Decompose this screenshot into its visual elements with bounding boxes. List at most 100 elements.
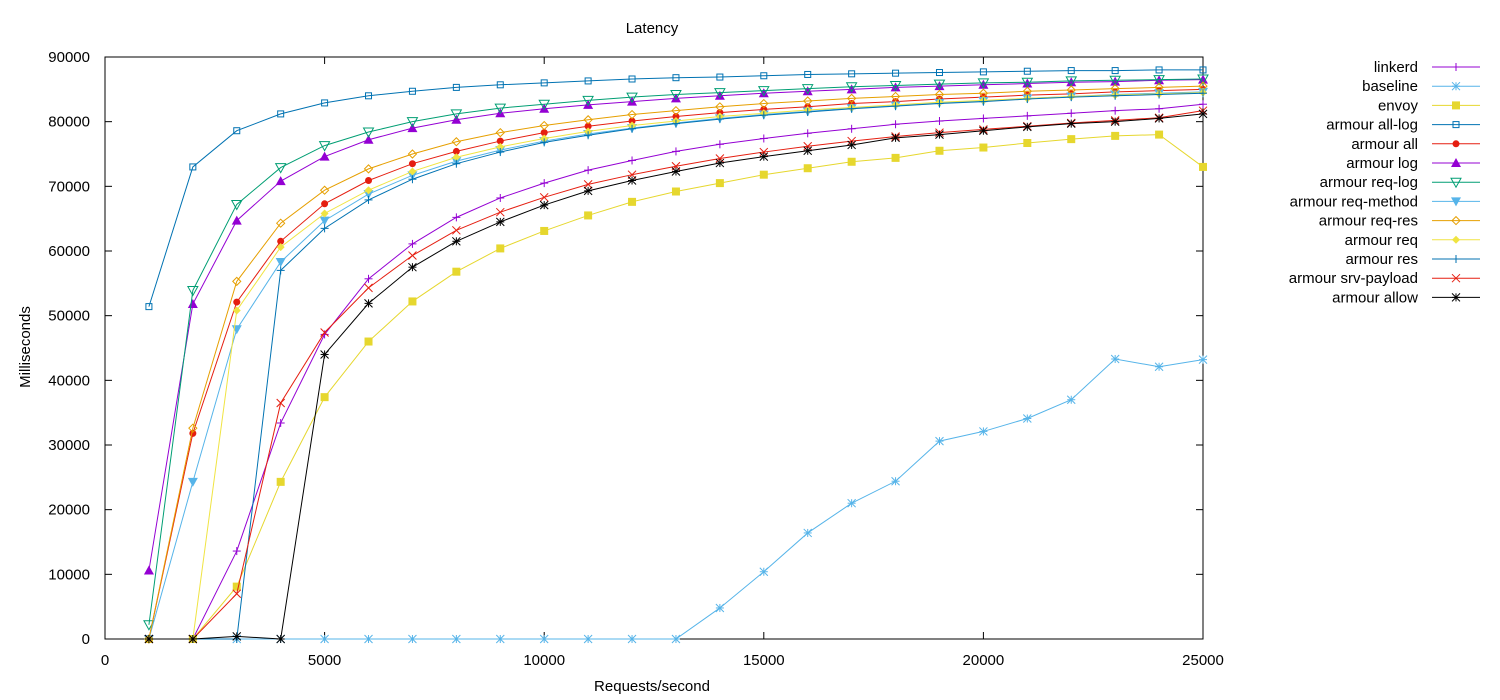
data-point (584, 122, 592, 130)
data-point (232, 582, 241, 591)
series-line (148, 85, 1204, 640)
data-point (714, 90, 725, 100)
data-point (1451, 197, 1461, 207)
data-point (935, 146, 944, 155)
data-point (671, 105, 681, 116)
data-point (1110, 354, 1120, 364)
data-point (364, 299, 373, 308)
data-point (846, 93, 857, 104)
data-point (1022, 78, 1033, 88)
data-point (935, 69, 943, 77)
y-tick-label: 70000 (48, 178, 90, 195)
legend-entry-armour-req-res: armour req-res (1319, 213, 1480, 230)
data-point (890, 82, 901, 92)
data-point (1452, 121, 1460, 129)
data-point (848, 70, 856, 78)
data-point (408, 297, 417, 306)
data-point (143, 565, 154, 575)
data-point (540, 79, 548, 87)
legend-label: envoy (1378, 97, 1419, 114)
data-point (275, 218, 286, 228)
legend-entry-armour-req-log: armour req-log (1320, 174, 1480, 191)
data-point (847, 498, 856, 508)
data-point (1450, 177, 1462, 189)
data-point (189, 163, 197, 171)
data-point (892, 69, 900, 77)
data-point (1023, 67, 1031, 75)
data-point (627, 634, 637, 644)
data-point (276, 477, 285, 486)
data-point (276, 243, 285, 252)
y-tick-label: 20000 (48, 502, 90, 519)
legend-entry-armour-all: armour all (1351, 136, 1480, 153)
data-point (801, 84, 814, 95)
data-point (277, 110, 285, 118)
data-point (274, 163, 287, 174)
legend-entry-armour-res: armour res (1345, 251, 1480, 268)
x-tick-label: 10000 (523, 652, 565, 669)
data-point (494, 103, 507, 115)
data-point (495, 217, 505, 227)
data-point (319, 216, 330, 226)
data-point (230, 199, 243, 211)
data-point (978, 79, 989, 89)
data-point (233, 127, 241, 135)
data-point (406, 117, 419, 128)
data-point (933, 79, 946, 91)
data-point (539, 120, 549, 131)
data-point (365, 92, 373, 100)
series-line (148, 358, 1204, 640)
data-point (1154, 362, 1164, 372)
data-point (408, 160, 416, 168)
data-point (584, 211, 593, 220)
data-point (670, 93, 681, 103)
data-point (670, 90, 682, 101)
data-point (935, 130, 944, 139)
data-point (1110, 117, 1120, 127)
data-point (320, 634, 329, 644)
data-point (144, 634, 154, 644)
data-point (847, 140, 856, 150)
data-point (320, 393, 329, 402)
series-armour-all-log (145, 66, 1207, 311)
data-point (759, 98, 769, 109)
data-point (627, 109, 637, 120)
legend-entry-armour-log: armour log (1346, 155, 1480, 172)
data-point (363, 164, 374, 174)
data-point (891, 476, 900, 486)
data-point (1198, 109, 1208, 119)
data-point (363, 134, 374, 144)
data-point (716, 73, 724, 81)
data-point (496, 244, 505, 253)
data-point (671, 634, 681, 644)
data-point (145, 303, 153, 311)
plot-frame (104, 56, 1204, 640)
axes: 0100002000030000400005000060000700008000… (48, 49, 1224, 669)
data-point (408, 167, 417, 176)
data-point (496, 137, 504, 145)
data-point (1154, 114, 1164, 123)
data-point (365, 177, 373, 185)
data-point (803, 528, 813, 538)
data-point (715, 154, 725, 163)
series-baseline (144, 354, 1208, 644)
data-point (496, 81, 504, 89)
y-tick-label: 80000 (48, 114, 90, 131)
data-point (452, 147, 460, 155)
data-point (452, 153, 461, 162)
y-tick-label: 60000 (48, 243, 90, 260)
data-point (672, 112, 680, 120)
data-point (232, 632, 242, 641)
legend-label: armour all (1351, 136, 1418, 153)
data-point (890, 91, 901, 102)
data-point (583, 186, 593, 196)
data-point (845, 82, 858, 93)
legend-entry-armour-srv-payload: armour srv-payload (1289, 270, 1480, 287)
data-point (803, 96, 813, 106)
data-point (934, 81, 945, 91)
data-point (977, 78, 990, 89)
data-point (320, 350, 329, 359)
data-point (495, 207, 505, 217)
data-point (408, 251, 417, 260)
legend-label: armour log (1346, 155, 1418, 172)
